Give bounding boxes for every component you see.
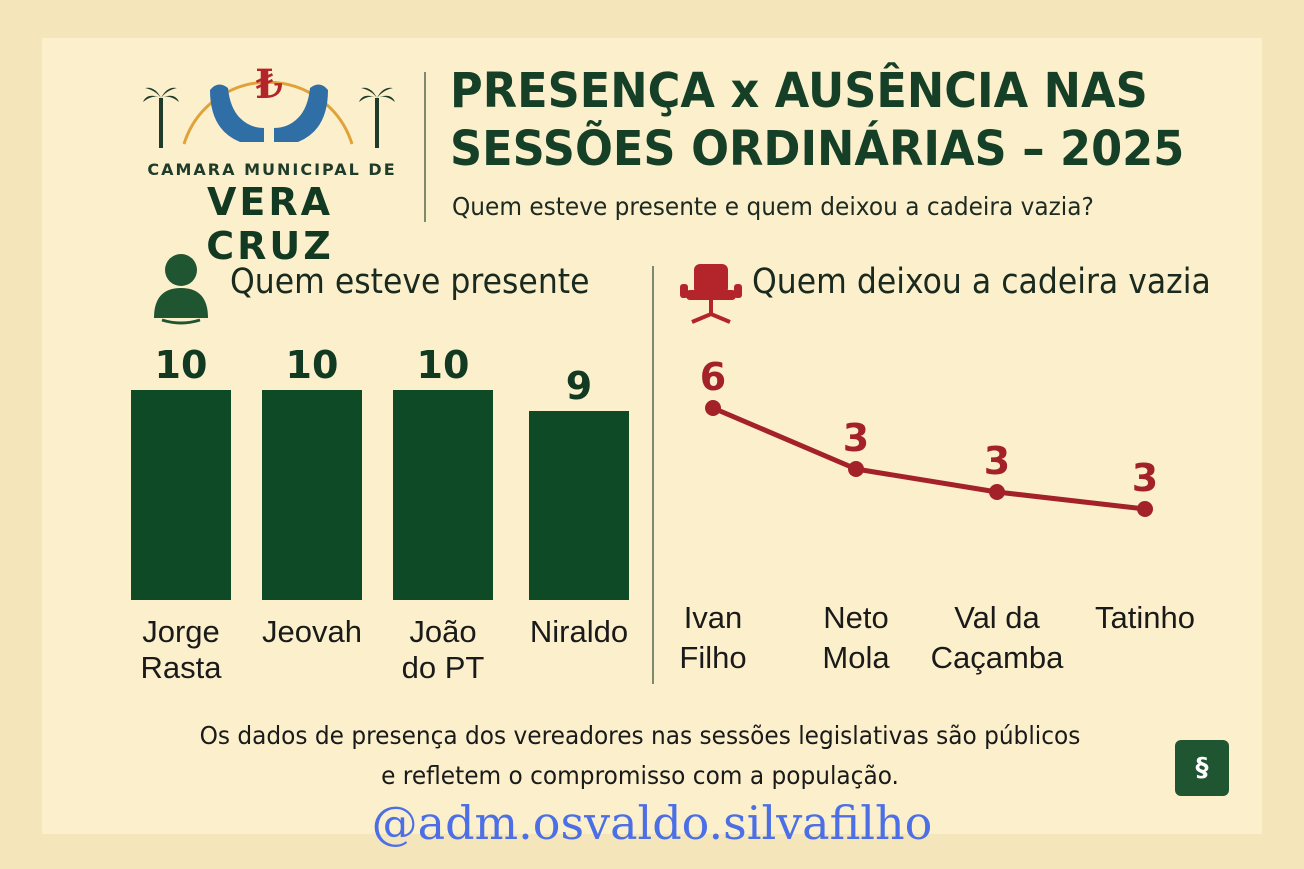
absence-point-2 bbox=[989, 484, 1005, 500]
section-title-present: Quem esteve presente bbox=[230, 262, 590, 302]
title-line2: SESSÕES ORDINÁRIAS – 2025 bbox=[450, 121, 1185, 177]
absence-point-0 bbox=[705, 400, 721, 416]
bar-1 bbox=[262, 390, 362, 600]
footer-note-line1: Os dados de presença dos vereadores nas … bbox=[199, 721, 1081, 750]
title-line1: PRESENÇA x AUSÊNCIA NAS bbox=[450, 63, 1148, 119]
chair-icon bbox=[680, 264, 742, 324]
svg-text:₺: ₺ bbox=[255, 61, 283, 108]
absence-line-chart: 6 Ivan Filho 3 Neto Mola 3 Val da Caçamba 3 Tatinh… bbox=[679, 355, 1195, 675]
footer-note: Os dados de presença dos vereadores nas … bbox=[138, 716, 1142, 796]
bar-0 bbox=[131, 390, 231, 600]
bar-category-label-3: Niraldo bbox=[530, 614, 628, 649]
footer-note-line2: e refletem o compromisso com a população… bbox=[381, 761, 899, 790]
logo: ₺ CAMARA MUNICIPAL DE VERA CRUZ bbox=[142, 46, 398, 268]
bar-value-1: 10 bbox=[286, 343, 339, 387]
bar-2 bbox=[393, 390, 493, 600]
bar-value-3: 9 bbox=[566, 364, 592, 408]
absence-category-label-1: Neto Mola bbox=[822, 600, 890, 675]
hands-emblem-icon: ₺ bbox=[143, 61, 395, 148]
section-sign-badge: § bbox=[1175, 740, 1229, 796]
social-handle: @adm.osvaldo.silvafilho bbox=[371, 796, 933, 850]
bar-value-0: 10 bbox=[155, 343, 208, 387]
logo-line2: VERA CRUZ bbox=[206, 180, 334, 268]
absence-series-line bbox=[712, 405, 1146, 512]
presence-bar-chart: 10 Jorge Rasta 10 Jeovah 10 João do PT 9 Niraldo bbox=[131, 343, 629, 685]
absence-category-label-0: Ivan Filho bbox=[679, 600, 746, 675]
absence-point-3 bbox=[1137, 501, 1153, 517]
absence-value-3: 3 bbox=[1132, 456, 1158, 500]
bar-category-label-1: Jeovah bbox=[262, 614, 362, 649]
bar-3 bbox=[529, 411, 629, 600]
absence-value-1: 3 bbox=[843, 416, 869, 460]
absence-value-2: 3 bbox=[984, 439, 1010, 483]
absence-value-0: 6 bbox=[700, 355, 726, 399]
section-title-absent: Quem deixou a cadeira vazia bbox=[752, 262, 1211, 302]
absence-point-1 bbox=[848, 461, 864, 477]
logo-line1: CAMARA MUNICIPAL DE bbox=[147, 160, 397, 179]
absence-category-label-3: Tatinho bbox=[1095, 600, 1195, 635]
bar-category-label-2: João do PT bbox=[402, 614, 485, 685]
section-divider bbox=[652, 266, 654, 684]
bar-value-2: 10 bbox=[417, 343, 470, 387]
bar-category-label-0: Jorge Rasta bbox=[141, 614, 223, 685]
page-subtitle: Quem esteve presente e quem deixou a cad… bbox=[452, 192, 1094, 221]
page-title: PRESENÇA x AUSÊNCIA NAS SESSÕES ORDINÁRI… bbox=[450, 62, 1194, 178]
absence-category-label-2: Val da Caçamba bbox=[931, 600, 1064, 675]
header-divider bbox=[424, 72, 426, 222]
person-icon bbox=[154, 254, 208, 325]
